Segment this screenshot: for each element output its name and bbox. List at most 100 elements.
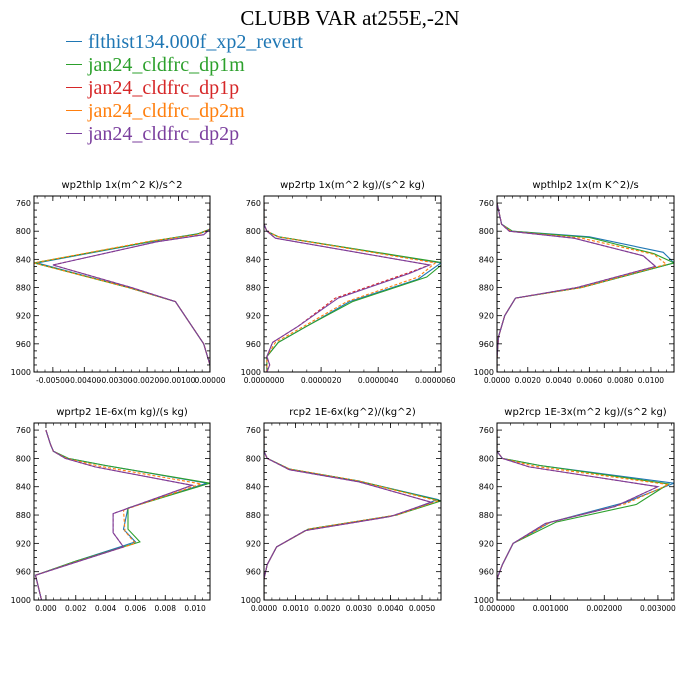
- series-line-5: [264, 203, 432, 372]
- y-tick-label: 920: [246, 312, 261, 321]
- x-tick-label: 0.004: [95, 604, 117, 613]
- legend-swatch-1: [66, 40, 82, 42]
- x-tick-label: 0.0030: [346, 604, 372, 613]
- panel-title: wp2thlp 1x(m^2 K)/s^2: [61, 180, 182, 191]
- y-tick-label: 880: [479, 284, 494, 293]
- plot-frame: [496, 195, 675, 373]
- y-tick-label: 800: [16, 227, 31, 236]
- series-line-4: [264, 203, 437, 372]
- y-tick-label: 840: [479, 483, 494, 492]
- series-line-2: [264, 203, 441, 372]
- x-tick-label: 0.0000: [484, 376, 510, 385]
- series-line-3: [264, 430, 434, 600]
- x-tick-label: -0.00200: [130, 376, 164, 385]
- y-tick-label: 840: [246, 483, 261, 492]
- x-tick-label: 0.000000: [479, 604, 515, 613]
- series-line-4: [264, 430, 440, 600]
- panel-5: rcp2 1E-6x(kg^2)/(kg^2) 760 800 840 880 920 96…: [241, 407, 442, 613]
- x-tick-label: 0.0000040: [358, 376, 399, 385]
- y-tick-label: 800: [16, 454, 31, 463]
- plot-frame: [33, 422, 211, 601]
- panel-title: wprtp2 1E-6x(m kg)/(s kg): [56, 407, 188, 418]
- y-tick-label: 760: [16, 199, 31, 208]
- legend-swatch-3: [66, 86, 82, 88]
- legend-swatch-4: [66, 109, 82, 111]
- y-tick-label: 760: [479, 426, 494, 435]
- x-tick-label: 0.0060: [576, 376, 602, 385]
- legend: flthist134.000f_xp2_revert jan24_cldfrc_…: [66, 31, 303, 146]
- plot-frame: [263, 195, 442, 373]
- y-tick-label: 840: [16, 255, 31, 264]
- x-tick-label: 0.0040: [377, 604, 403, 613]
- series-line-2: [497, 202, 674, 372]
- legend-item-3: jan24_cldfrc_dp1p: [66, 77, 303, 100]
- y-tick-label: 800: [479, 227, 494, 236]
- legend-label-3: jan24_cldfrc_dp1p: [88, 77, 240, 99]
- y-tick-label: 960: [479, 340, 494, 349]
- x-tick-label: 0.010: [184, 604, 206, 613]
- x-tick-label: 0.002000: [586, 604, 622, 613]
- x-tick-label: 0.0020: [515, 376, 541, 385]
- y-tick-label: 880: [16, 284, 31, 293]
- y-tick-label: 920: [479, 312, 494, 321]
- y-tick-label: 920: [16, 312, 31, 321]
- y-tick-label: 840: [246, 255, 261, 264]
- x-tick-label: 0.00000: [194, 376, 225, 385]
- series-line-4: [497, 430, 671, 600]
- x-tick-label: 0.0000: [251, 604, 277, 613]
- legend-label-1: flthist134.000f_xp2_revert: [88, 31, 303, 53]
- plot-frame: [496, 422, 675, 601]
- x-tick-label: -0.00100: [162, 376, 196, 385]
- x-tick-label: -0.00300: [99, 376, 133, 385]
- x-tick-label: -0.00500: [36, 376, 70, 385]
- y-tick-label: 880: [246, 511, 261, 520]
- series-line-5: [34, 429, 195, 600]
- y-tick-label: 800: [246, 454, 261, 463]
- series-line-3: [34, 429, 195, 600]
- legend-label-4: jan24_cldfrc_dp2m: [88, 100, 245, 122]
- y-tick-label: 920: [246, 539, 261, 548]
- panel-1: wp2thlp 1x(m^2 K)/s^2 760 800 840 880 920 960 1…: [11, 180, 226, 385]
- legend-swatch-5: [66, 132, 82, 134]
- series-line-1: [497, 202, 674, 372]
- series-line-1: [497, 430, 674, 600]
- legend-swatch-2: [66, 63, 82, 65]
- x-tick-label: 0.0010: [282, 604, 308, 613]
- y-tick-label: 960: [246, 568, 261, 577]
- series-line-1: [264, 430, 440, 600]
- y-tick-label: 880: [16, 511, 31, 520]
- panel-4: wprtp2 1E-6x(m kg)/(s kg) 760 800 840 880 920…: [11, 407, 211, 613]
- x-tick-label: 0.003000: [640, 604, 676, 613]
- y-tick-label: 960: [479, 568, 494, 577]
- series-line-4: [497, 202, 668, 372]
- series-line-4: [34, 203, 210, 372]
- figure-title: CLUBB VAR at255E,-2N: [240, 6, 460, 30]
- y-tick-label: 760: [246, 426, 261, 435]
- x-tick-label: 0.0000020: [301, 376, 342, 385]
- panel-title: wp2rtp 1x(m^2 kg)/(s^2 kg): [280, 180, 425, 191]
- y-tick-label: 1000: [11, 368, 31, 377]
- series-line-2: [264, 430, 441, 600]
- series-line-1: [36, 203, 210, 372]
- x-tick-label: 0.0020: [314, 604, 340, 613]
- x-tick-label: 0.002: [65, 604, 87, 613]
- x-tick-label: 0.001000: [533, 604, 569, 613]
- x-tick-label: 0.006: [125, 604, 147, 613]
- series-line-2: [497, 430, 671, 600]
- y-tick-label: 880: [246, 284, 261, 293]
- series-line-1: [264, 203, 441, 372]
- panel-title: wp2rcp 1E-3x(m^2 kg)/(s^2 kg): [504, 407, 667, 418]
- y-tick-label: 800: [246, 227, 261, 236]
- y-tick-label: 960: [16, 568, 31, 577]
- y-tick-label: 1000: [11, 596, 31, 605]
- series-line-5: [497, 202, 657, 372]
- x-tick-label: 0.0000000: [244, 376, 285, 385]
- x-tick-label: 0.0000060: [415, 376, 456, 385]
- series-line-3: [264, 203, 432, 372]
- x-tick-label: 0.0100: [638, 376, 664, 385]
- legend-item-1: flthist134.000f_xp2_revert: [66, 31, 303, 54]
- panel-title: wpthlp2 1x(m K^2)/s: [532, 180, 638, 191]
- y-tick-label: 960: [16, 340, 31, 349]
- y-tick-label: 1000: [241, 368, 261, 377]
